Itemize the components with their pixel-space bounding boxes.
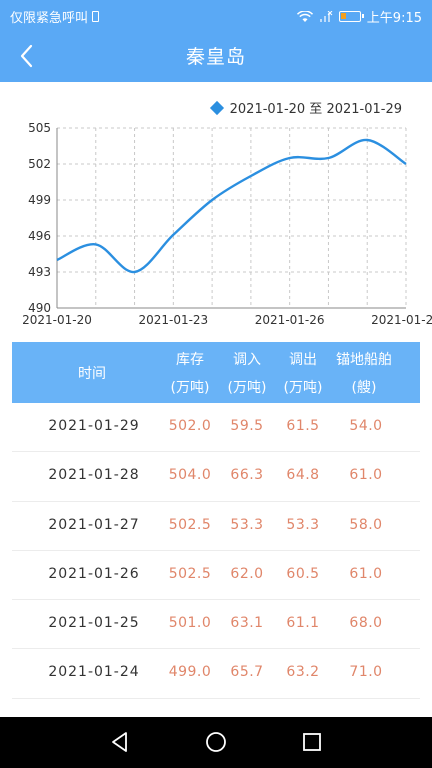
system-nav-bar xyxy=(0,717,432,768)
row-out: 61.5 xyxy=(286,418,320,434)
signal-icon xyxy=(319,10,333,22)
header-ships-unit: (艘) xyxy=(351,380,377,396)
row-in: 63.1 xyxy=(230,615,264,632)
nav-home-circle-icon[interactable] xyxy=(203,729,229,755)
table-row[interactable]: 2021-01-25 501.0 63.1 61.1 68.0 xyxy=(12,600,420,650)
row-out: 53.3 xyxy=(286,516,320,533)
header-ships: 锚地船舶 (艘) xyxy=(332,342,396,403)
sim-icon xyxy=(92,11,100,22)
header-out: 调出 (万吨) xyxy=(280,342,326,403)
legend-label: 2021-01-20 至 2021-01-29 xyxy=(229,102,402,117)
row-date: 2021-01-26 xyxy=(48,565,140,582)
header-ships-label: 锚地船舶 xyxy=(336,352,392,368)
header-time: 时间 xyxy=(12,342,172,403)
x-tick-label: 2021-01-20 xyxy=(22,313,92,327)
top-bar: 仅限紧急呼叫 上午9:15 xyxy=(0,0,432,82)
row-ships: 54.0 xyxy=(349,418,383,434)
nav-recents-square-icon[interactable] xyxy=(299,729,325,755)
y-tick-label: 502 xyxy=(28,157,51,171)
header-out-label: 调出 xyxy=(289,352,317,368)
y-tick-label: 493 xyxy=(28,265,51,279)
header-stock-unit: (万吨) xyxy=(170,380,210,396)
y-tick-label: 499 xyxy=(28,193,51,207)
y-tick-label: 496 xyxy=(28,229,51,243)
y-tick-label: 490 xyxy=(28,301,51,315)
header-in-unit: (万吨) xyxy=(227,380,267,396)
row-stock: 504.0 xyxy=(168,467,212,484)
table-header: 时间 库存 (万吨) 调入 (万吨) 调出 (万吨) 锚地船舶 (艘) xyxy=(12,342,420,403)
row-in: 66.3 xyxy=(230,467,264,484)
y-tick-label: 505 xyxy=(28,121,51,135)
chart-plot: 490 493 496 499 502 505 2021-01-20 2021-01-23 20… xyxy=(22,121,432,327)
inventory-table: 时间 库存 (万吨) 调入 (万吨) 调出 (万吨) 锚地船舶 (艘) 2021… xyxy=(12,342,420,699)
row-ships: 68.0 xyxy=(349,615,383,632)
x-tick-label: 2021-01-26 xyxy=(255,313,325,327)
row-ships: 61.0 xyxy=(349,565,383,582)
row-date: 2021-01-28 xyxy=(48,467,140,484)
x-tick-label: 2021-01-23 xyxy=(138,313,208,327)
chevron-left-icon[interactable] xyxy=(14,42,42,70)
table-row[interactable]: 2021-01-24 499.0 65.7 63.2 71.0 xyxy=(12,649,420,699)
series-line xyxy=(56,138,407,274)
row-stock: 502.0 xyxy=(168,418,212,434)
row-stock: 501.0 xyxy=(168,615,212,632)
header-stock: 库存 (万吨) xyxy=(167,342,213,403)
inventory-chart: 2021-01-20 至 2021-01-29 490 493 496 499 502 5… xyxy=(0,82,432,340)
header-in: 调入 (万吨) xyxy=(224,342,270,403)
row-date: 2021-01-24 xyxy=(48,664,140,681)
app-header: 秦皇岛 xyxy=(0,30,432,82)
table-row[interactable]: 2021-01-26 502.5 62.0 60.5 61.0 xyxy=(12,551,420,601)
header-in-label: 调入 xyxy=(233,352,261,368)
row-out: 64.8 xyxy=(286,467,320,484)
page-title: 秦皇岛 xyxy=(185,46,246,68)
row-out: 61.1 xyxy=(286,615,320,632)
battery-icon xyxy=(338,11,364,22)
header-out-unit: (万吨) xyxy=(283,380,323,396)
nav-back-triangle-icon[interactable] xyxy=(107,729,133,755)
chart-legend: 2021-01-20 至 2021-01-29 xyxy=(209,98,402,117)
row-in: 65.7 xyxy=(230,664,264,681)
header-time-label: 时间 xyxy=(78,366,106,382)
row-out: 60.5 xyxy=(286,565,320,582)
table-row[interactable]: 2021-01-28 504.0 66.3 64.8 61.0 xyxy=(12,452,420,502)
row-date: 2021-01-27 xyxy=(48,516,140,533)
row-date: 2021-01-29 xyxy=(48,418,140,434)
row-date: 2021-01-25 xyxy=(48,615,140,632)
table-row[interactable]: 2021-01-29 502.0 59.5 61.5 54.0 xyxy=(12,403,420,453)
row-in: 53.3 xyxy=(230,516,264,533)
header-stock-label: 库存 xyxy=(176,352,204,368)
table-row[interactable]: 2021-01-27 502.5 53.3 53.3 58.0 xyxy=(12,502,420,551)
row-in: 62.0 xyxy=(230,565,264,582)
row-in: 59.5 xyxy=(230,418,264,434)
row-stock: 502.5 xyxy=(168,516,212,533)
row-ships: 71.0 xyxy=(349,664,383,681)
row-stock: 502.5 xyxy=(168,565,212,582)
wifi-icon xyxy=(296,10,313,22)
x-tick-label: 2021-01-29 xyxy=(371,313,432,327)
row-stock: 499.0 xyxy=(168,664,212,681)
row-ships: 58.0 xyxy=(349,516,383,533)
clock-text: 上午9:15 xyxy=(366,11,422,26)
status-bar: 仅限紧急呼叫 上午9:15 xyxy=(0,0,432,30)
carrier-text: 仅限紧急呼叫 xyxy=(10,11,89,26)
row-out: 63.2 xyxy=(286,664,320,681)
row-ships: 61.0 xyxy=(349,467,383,484)
